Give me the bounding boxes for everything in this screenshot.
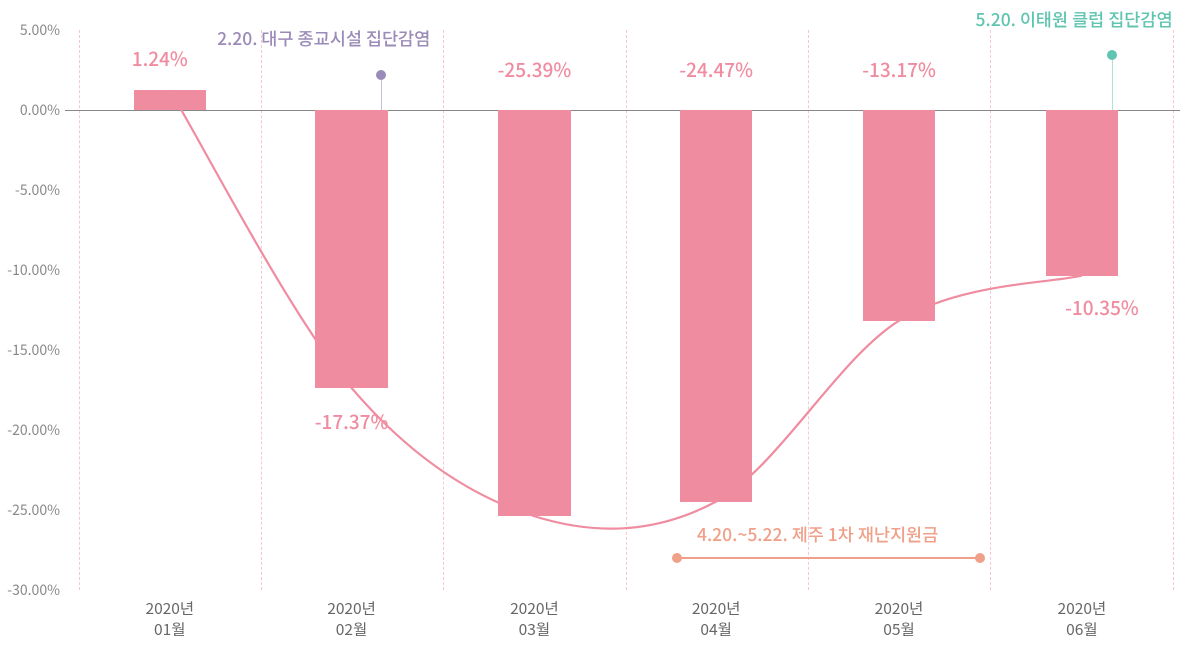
data-label: -17.37% (315, 408, 389, 435)
x-tick-label: 2020년06월 (1058, 598, 1107, 640)
bar (498, 110, 570, 516)
y-tick-label: -30.00% (7, 580, 60, 600)
bar (680, 110, 752, 502)
x-tick-label: 2020년03월 (510, 598, 559, 640)
annotation-jeju-relief-dot-end (975, 553, 985, 563)
y-tick-label: -10.00% (7, 260, 60, 280)
data-label: 1.24% (132, 45, 188, 72)
y-tick-label: -5.00% (15, 180, 60, 200)
vertical-gridline (79, 30, 80, 590)
annotation-itaewon-label: 5.20. 이태원 클럽 집단감염 (976, 7, 1173, 32)
x-tick-label: 2020년01월 (145, 598, 194, 640)
annotation-jeju-relief-dot-start (672, 553, 682, 563)
data-label: -25.39% (498, 56, 572, 83)
y-tick-label: -20.00% (7, 420, 60, 440)
annotation-daegu-label: 2.20. 대구 종교시설 집단감염 (217, 26, 430, 51)
annotation-daegu-dot (376, 70, 386, 80)
bar (1046, 110, 1118, 276)
vertical-gridline (1173, 30, 1174, 590)
vertical-gridline (990, 30, 991, 590)
bar (863, 110, 935, 321)
x-tick-label: 2020년02월 (327, 598, 376, 640)
y-tick-label: 0.00% (20, 100, 60, 120)
annotation-daegu-stem (381, 75, 382, 110)
chart-container: 5.00% 0.00% -5.00% -10.00% -15.00% -20.00% -25… (0, 0, 1200, 647)
x-tick-label: 2020년04월 (692, 598, 741, 640)
y-tick-label: -25.00% (7, 500, 60, 520)
vertical-gridline (443, 30, 444, 590)
data-label: -24.47% (679, 56, 753, 83)
zero-axis-line (65, 110, 1180, 111)
data-label: -10.35% (1065, 294, 1139, 321)
data-label: -13.17% (862, 56, 936, 83)
bar (134, 90, 206, 110)
plot-area (65, 30, 1180, 590)
annotation-jeju-relief-label: 4.20.~5.22. 제주 1차 재난지원금 (697, 522, 938, 547)
vertical-gridline (626, 30, 627, 590)
vertical-gridline (808, 30, 809, 590)
x-tick-label: 2020년05월 (875, 598, 924, 640)
bar (315, 110, 387, 388)
annotation-itaewon-stem (1112, 55, 1113, 110)
y-tick-label: -15.00% (7, 340, 60, 360)
annotation-jeju-relief-line (677, 557, 980, 559)
annotation-itaewon-dot (1107, 50, 1117, 60)
y-tick-label: 5.00% (20, 20, 60, 40)
vertical-gridline (261, 30, 262, 590)
